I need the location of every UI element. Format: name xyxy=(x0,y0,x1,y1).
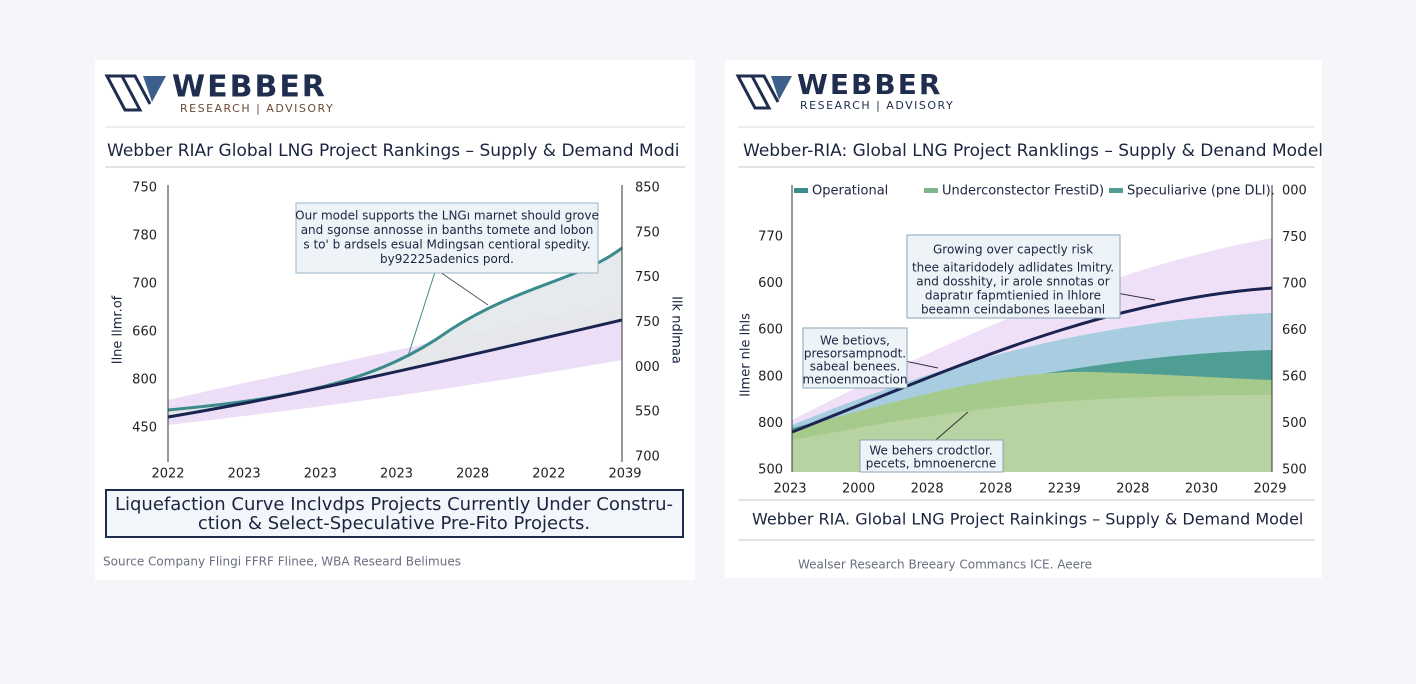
y2-tick-label: 750 xyxy=(635,270,660,285)
leader xyxy=(407,271,436,357)
legend-label: Underconstector FrestiD) xyxy=(942,184,1104,199)
annotation-line: Our model supports the LNGı marnet shoul… xyxy=(295,209,599,223)
y2-tick-label: 560 xyxy=(1282,370,1307,385)
y-tick-label: 750 xyxy=(132,181,157,196)
y-tick-label: 700 xyxy=(132,277,157,292)
source: Wealser Research Breeary Commancs ICE. A… xyxy=(798,558,1092,572)
annotation-line: beeamn ceindabones laeebanl xyxy=(921,303,1105,317)
annotation-box xyxy=(859,439,1004,473)
y2-tick-label: 550 xyxy=(635,405,660,420)
y2-tick-label: 700 xyxy=(1282,277,1307,292)
annotation-line: s to' b ardsels esual Mdingsan centioral… xyxy=(303,238,590,252)
plot: Ilne llmr.of Ilk ndlmaa xyxy=(111,185,684,462)
y-tick-label: 600 xyxy=(758,323,783,338)
y2-tick-label: 750 xyxy=(1282,230,1307,245)
annotation-line: thee aitaridodely adlidates lmitry. xyxy=(912,261,1114,275)
y-tick-label: 800 xyxy=(132,373,157,388)
panel-title: Webber RIAr Global LNG Project Rankings … xyxy=(107,141,680,161)
y-tick-label: 450 xyxy=(132,421,157,436)
logo-name: WEBBER xyxy=(797,68,942,101)
annotation-line: by92225adenics pord. xyxy=(380,252,514,266)
curve xyxy=(167,318,623,419)
annotation-box xyxy=(802,327,908,389)
annotation: Growing over capectly risk thee aitaridod… xyxy=(803,243,1115,471)
x-tick-label: 2039 xyxy=(608,467,641,482)
x-tick-label: 2023 xyxy=(228,467,261,482)
x-tick-label: 2028 xyxy=(1116,482,1149,497)
legend-swatch xyxy=(1109,188,1123,193)
footer-line: Liquefaction Curve Inclvdps Projects Cur… xyxy=(115,494,673,515)
legend-swatch xyxy=(794,188,808,193)
axis-label: Ilk ndlmaa xyxy=(669,296,684,364)
x-tick-label: 2030 xyxy=(1185,482,1218,497)
y-tick-label: 780 xyxy=(132,229,157,244)
legend-label: Operational xyxy=(812,184,888,199)
x-tick-label: 2023 xyxy=(380,467,413,482)
legend: Operational Underconstector FrestiD) Specu… xyxy=(794,184,1275,199)
y-tick-label: 600 xyxy=(758,276,783,291)
x-tick-label: 2023 xyxy=(773,482,806,497)
annotation-line: sabeal benees. xyxy=(810,360,901,374)
bottom-title: Webber RIA. Global LNG Project Rainkings… xyxy=(752,510,1303,529)
annotation: Our model supports the LNGı marnet shoul… xyxy=(295,209,599,267)
annotation-line: menoenmoaction xyxy=(803,373,908,387)
annotation-line: and dosshity, ir arole snnotas or xyxy=(916,275,1109,289)
annotation-line: Growing over capectly risk xyxy=(933,243,1093,257)
x-tick-label: 2028 xyxy=(979,482,1012,497)
curve xyxy=(791,286,1273,434)
annotation-line: and sgonse annosse in banths tomete and … xyxy=(301,223,594,237)
logo-tagline: RESEARCH | ADVISORY xyxy=(180,102,334,115)
footer-box xyxy=(105,489,684,538)
source: Source Company Flingi FFRF Flinee, WBA R… xyxy=(103,555,461,569)
annotation-line: We betiovs, xyxy=(820,334,890,348)
x-tick-label: 2000 xyxy=(842,482,875,497)
axis-label: Ilne llmr.of xyxy=(111,295,126,364)
y2-tick-label: 500 xyxy=(1282,416,1307,431)
legend-swatch xyxy=(924,188,938,193)
logo-name: WEBBER xyxy=(172,70,327,105)
x-tick-label: 2239 xyxy=(1048,482,1081,497)
logo-tagline: RESEARCH | ADVISORY xyxy=(800,99,954,112)
annotation-line: pecets, bmnoenercne xyxy=(866,457,996,471)
annotation-line: presorsampnodt. xyxy=(804,347,906,361)
band xyxy=(168,248,622,417)
y-tick-label: 800 xyxy=(758,369,783,384)
y2-tick-label: 750 xyxy=(635,225,660,240)
y2-tick-label: 000 xyxy=(1282,184,1307,199)
logo: WEBBER RESEARCH | ADVISORY xyxy=(104,70,334,115)
x-tick-label: 2028 xyxy=(456,467,489,482)
axis-label: Ilmer nle lhls xyxy=(739,313,754,397)
y2-tick-label: 850 xyxy=(635,181,660,196)
leader xyxy=(439,271,489,306)
footer-line: ction & Select-Speculative Pre-Fito Proj… xyxy=(198,513,590,534)
y2-tick-label: 500 xyxy=(1282,463,1307,478)
annotation-box xyxy=(295,202,599,274)
plot: Ilmer nle lhls xyxy=(739,185,1273,473)
x-tick-label: 2029 xyxy=(1253,482,1286,497)
y2-tick-label: 750 xyxy=(635,315,660,330)
legend-label: Speculiarive (pne DLI). xyxy=(1127,184,1275,199)
y-tick-label: 770 xyxy=(758,230,783,245)
y-tick-label: 660 xyxy=(132,325,157,340)
y-tick-label: 800 xyxy=(758,416,783,431)
y-tick-label: 500 xyxy=(758,463,783,478)
annotation-line: We behers crodctlor. xyxy=(869,444,992,458)
y2-tick-label: 700 xyxy=(635,450,660,465)
x-tick-label: 2022 xyxy=(532,467,565,482)
y2-tick-label: 660 xyxy=(1282,323,1307,338)
panel-title: Webber-RIA: Global LNG Project Ranklings… xyxy=(743,141,1323,161)
x-tick-label: 2022 xyxy=(151,467,184,482)
annotation-box xyxy=(906,234,1121,319)
logo: WEBBER RESEARCH | ADVISORY xyxy=(735,68,954,112)
x-tick-label: 2028 xyxy=(911,482,944,497)
x-tick-label: 2023 xyxy=(304,467,337,482)
annotation-line: dapratır fapmtienied in lhlore xyxy=(925,289,1101,303)
y2-tick-label: 000 xyxy=(635,360,660,375)
